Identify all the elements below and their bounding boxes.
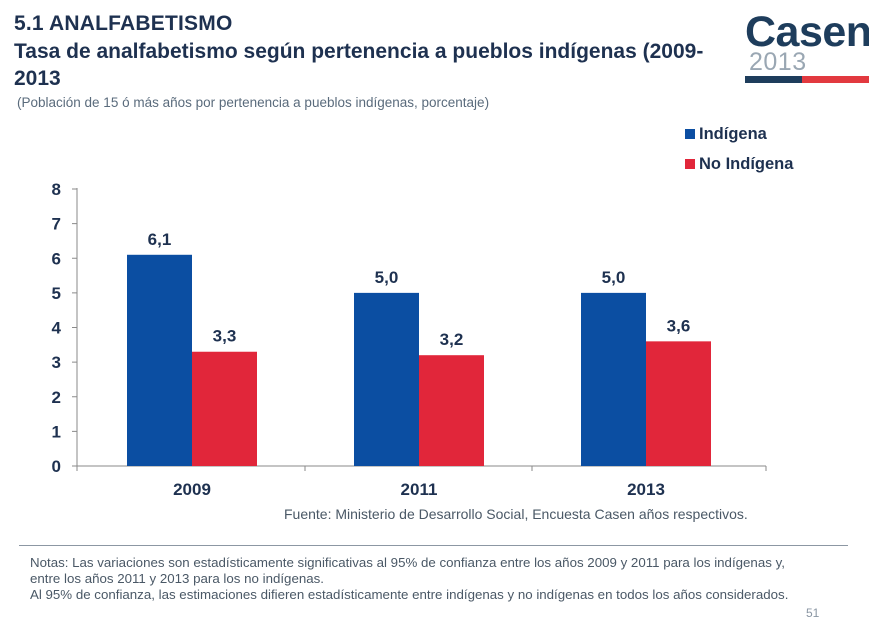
y-tick-label: 6 — [52, 249, 61, 268]
casen-logo: Casen 2013 — [745, 8, 869, 88]
y-tick-label: 4 — [52, 319, 62, 338]
logo-wordmark: Casen — [745, 8, 869, 56]
legend-swatch-indigena — [685, 129, 695, 139]
y-tick-label: 3 — [52, 353, 61, 372]
source-note: Fuente: Ministerio de Desarrollo Social,… — [284, 506, 748, 522]
bar-indigena — [127, 254, 192, 466]
bar-value-label: 3,2 — [440, 330, 464, 349]
x-tick-label: 2009 — [173, 480, 211, 499]
y-tick-label: 5 — [52, 284, 61, 303]
legend-item-no-indigena: No Indígena — [685, 154, 793, 174]
x-tick-label: 2011 — [401, 480, 438, 499]
y-tick-label: 2 — [52, 388, 61, 407]
bar-no-indigena — [192, 351, 257, 466]
logo-bar-red — [802, 76, 869, 83]
y-tick-label: 0 — [52, 457, 61, 476]
bar-value-label: 3,6 — [667, 316, 691, 335]
bar-no-indigena — [419, 355, 484, 466]
section-title: 5.1 ANALFABETISMO — [14, 12, 233, 35]
note-line: Al 95% de confianza, las estimaciones di… — [30, 587, 789, 602]
bar-no-indigena — [646, 341, 711, 466]
bar-indigena — [354, 292, 419, 466]
legend-item-indigena: Indígena — [685, 124, 793, 144]
legend-swatch-no-indigena — [685, 159, 695, 169]
notes: Notas: Las variaciones son estadísticame… — [30, 555, 800, 603]
y-tick-label: 1 — [52, 422, 61, 441]
bar-value-label: 5,0 — [375, 268, 399, 287]
legend-label-indigena: Indígena — [699, 124, 767, 143]
footer-divider — [19, 545, 848, 546]
legend-label-no-indigena: No Indígena — [699, 154, 794, 173]
logo-bar-navy — [745, 76, 802, 83]
page-number: 51 — [806, 606, 820, 620]
chart-legend: Indígena No Indígena — [685, 124, 793, 184]
note-line: Notas: Las variaciones son estadísticame… — [30, 555, 785, 586]
bar-value-label: 6,1 — [148, 230, 172, 249]
y-tick-label: 7 — [52, 215, 61, 234]
x-tick-label: 2013 — [627, 480, 665, 499]
logo-year: 2013 — [749, 48, 807, 76]
chart-title: Tasa de analfabetismo según pertenencia … — [14, 40, 704, 90]
bar-indigena — [581, 292, 646, 466]
y-tick-label: 8 — [52, 180, 61, 199]
bar-value-label: 5,0 — [602, 268, 626, 287]
bar-value-label: 3,3 — [213, 327, 237, 346]
chart-subtitle: (Población de 15 ó más años por pertenen… — [17, 95, 490, 110]
